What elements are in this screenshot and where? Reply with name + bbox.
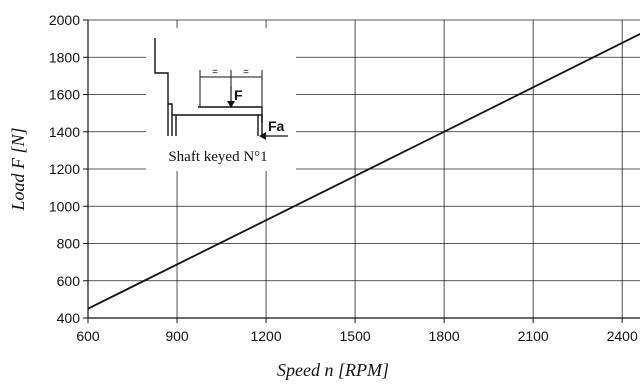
shaft-outline-upper xyxy=(154,38,263,123)
x-axis-title: Speed n [RPM] xyxy=(277,360,389,380)
x-tick-label: 1200 xyxy=(250,328,281,344)
x-tick-label: 2100 xyxy=(518,328,549,344)
y-tick-label: 1200 xyxy=(49,161,80,177)
dimension-mark-right: = xyxy=(243,67,249,78)
force-label: F xyxy=(234,87,243,103)
y-tick-label: 400 xyxy=(57,310,81,326)
y-tick-label: 1800 xyxy=(49,49,80,65)
x-axis-ticks: 600 900 1200 1500 1800 2100 2400 xyxy=(76,318,638,344)
axial-force-arrow-head xyxy=(259,132,266,140)
x-tick-label: 1500 xyxy=(340,328,371,344)
force-arrow-head xyxy=(227,101,235,108)
shaft-outline-lower xyxy=(167,104,177,136)
x-tick-label: 900 xyxy=(165,328,189,344)
y-axis-title: Load F [N] xyxy=(8,127,28,211)
dimension-mark-left: = xyxy=(212,67,218,78)
axial-force-label: Fa xyxy=(268,118,285,134)
shaft-drawing xyxy=(154,38,288,137)
y-axis-ticks: 400 600 800 1000 1200 1400 1600 1800 2000 xyxy=(49,12,88,326)
inset-caption: Shaft keyed N°1 xyxy=(168,149,267,165)
inset-background xyxy=(146,28,296,171)
shaft-inset: = = F Fa Shaft keyed N°1 xyxy=(146,28,296,171)
x-tick-label: 600 xyxy=(76,328,100,344)
series-layer xyxy=(87,33,640,310)
y-tick-label: 2000 xyxy=(49,12,80,28)
y-tick-label: 800 xyxy=(57,236,81,252)
x-tick-label: 2400 xyxy=(607,328,638,344)
y-tick-label: 1400 xyxy=(49,124,80,140)
x-tick-label: 1800 xyxy=(429,328,460,344)
series-line xyxy=(87,33,640,310)
y-tick-label: 600 xyxy=(57,273,81,289)
y-tick-label: 1600 xyxy=(49,87,80,103)
y-tick-label: 1000 xyxy=(49,198,80,214)
